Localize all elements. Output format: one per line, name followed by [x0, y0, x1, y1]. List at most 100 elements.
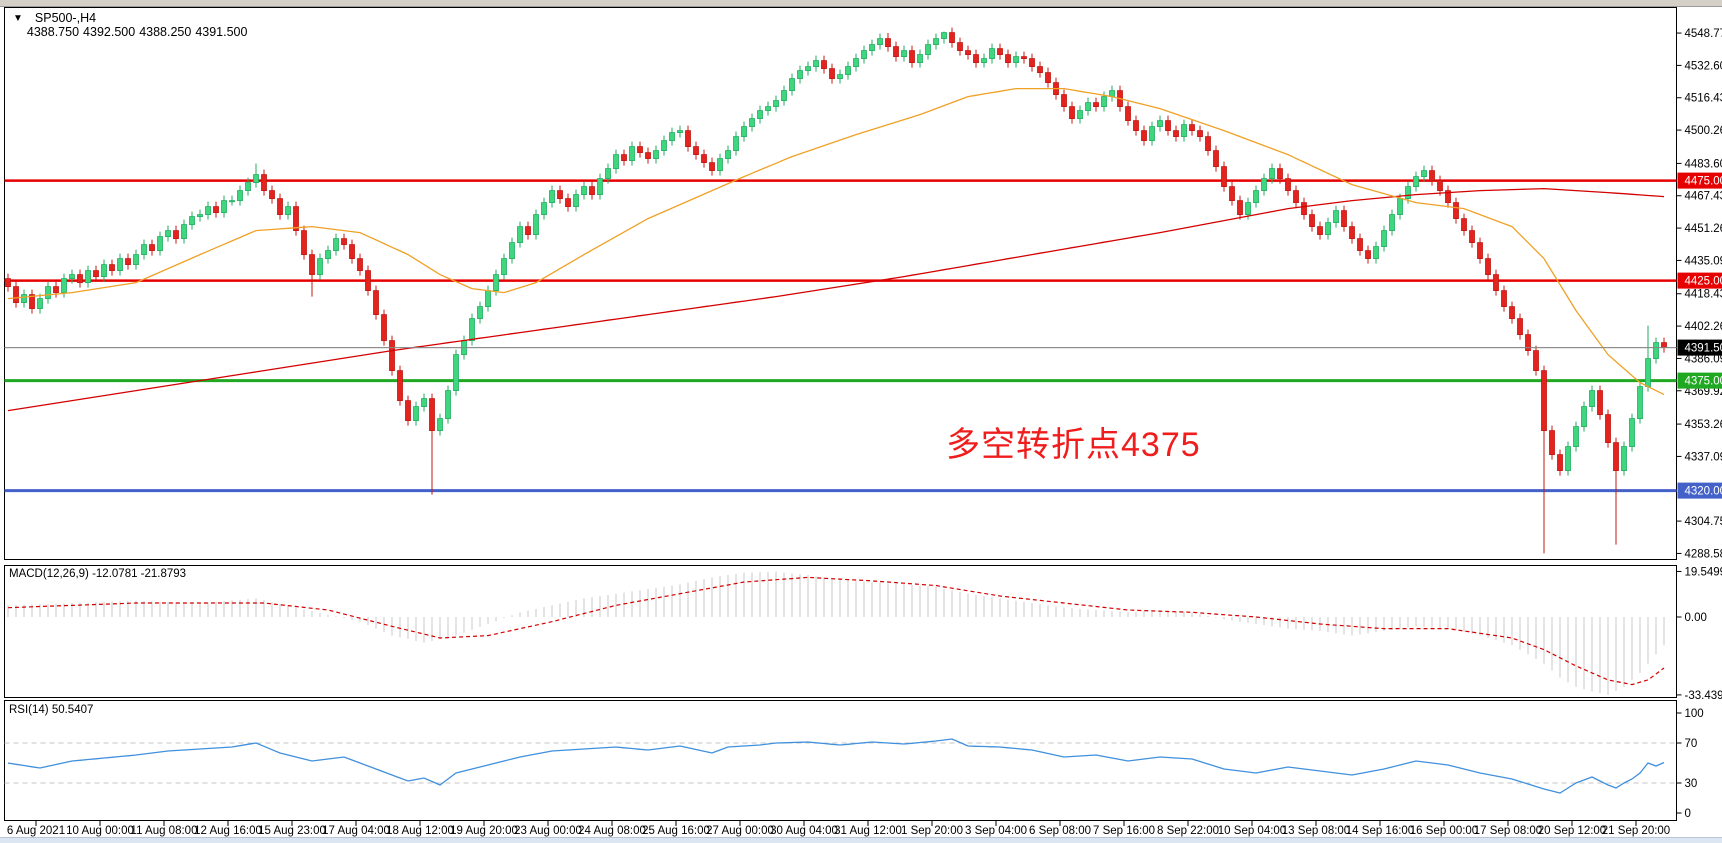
high-value: 4392.500 — [83, 25, 136, 39]
candle-body — [845, 66, 851, 75]
candle-body — [1253, 190, 1259, 204]
annotation-text[interactable]: 多空转折点4375 — [946, 426, 1201, 464]
candle-body — [1453, 202, 1459, 220]
candle-body — [253, 174, 259, 184]
macd-tick-label: 19.5499 — [1685, 566, 1722, 578]
candle-body — [389, 340, 395, 372]
candle-body — [765, 106, 771, 111]
time-tick-label: 8 Sep 22:00 — [1157, 825, 1219, 837]
candle-body — [421, 398, 427, 408]
candle-body — [661, 140, 667, 152]
candle-body — [861, 50, 867, 59]
candle-body — [1493, 274, 1499, 292]
candle-body — [997, 48, 1003, 55]
time-tick-label: 23 Aug 00:00 — [514, 825, 582, 837]
candle-body — [1349, 226, 1355, 240]
rsi-tick-label: 0 — [1685, 808, 1691, 820]
candle-body — [181, 224, 187, 240]
time-tick-label: 31 Aug 12:00 — [834, 825, 902, 837]
symbol-dropdown-icon[interactable]: ▼ — [13, 13, 23, 24]
candle-body — [1157, 120, 1163, 127]
candle-body — [781, 90, 787, 101]
candle-body — [21, 294, 27, 304]
candle-body — [509, 242, 515, 260]
time-tick-label: 21 Sep 20:00 — [1602, 825, 1670, 837]
candle-body — [573, 194, 579, 208]
price-tick-label: 4467.430 — [1685, 191, 1722, 203]
candle-body — [349, 244, 355, 260]
candle-body — [533, 214, 539, 236]
candle-body — [325, 250, 331, 260]
candle-body — [821, 60, 827, 69]
macd-pane[interactable] — [4, 565, 1677, 698]
price-tick-label: 4337.090 — [1685, 451, 1722, 463]
candle-body — [1557, 454, 1563, 472]
low-value: 4388.250 — [139, 25, 192, 39]
candle-body — [885, 38, 891, 47]
price-badge-label: 4475.000 — [1685, 176, 1722, 188]
price-tick-label: 4500.260 — [1685, 125, 1722, 137]
candle-body — [925, 44, 931, 55]
candle-body — [677, 130, 683, 134]
candle-body — [557, 190, 563, 200]
time-tick-label: 7 Sep 16:00 — [1093, 825, 1155, 837]
candle-body — [757, 110, 763, 119]
candle-body — [413, 406, 419, 422]
price-axis[interactable]: 4548.770 4532.600 4516.430 4500.260 4483.600… — [1676, 28, 1722, 820]
candle-body — [965, 50, 971, 55]
candle-body — [5, 278, 11, 288]
open-value: 4388.750 — [26, 25, 80, 39]
candle-body — [1613, 442, 1619, 472]
candle-body — [437, 418, 443, 432]
candle-body — [701, 154, 707, 164]
candle-body — [1237, 200, 1243, 216]
candle-body — [853, 58, 859, 67]
candle-body — [309, 254, 315, 276]
candle-body — [1069, 106, 1075, 119]
price-badge — [1677, 372, 1722, 389]
candle-body — [101, 264, 107, 278]
candle-body — [1541, 370, 1547, 432]
pane-border — [4, 7, 1677, 560]
price-pane[interactable] — [4, 7, 1677, 560]
pane-border — [4, 565, 1677, 698]
candle-body — [1077, 110, 1083, 119]
macd-signal-line — [7, 576, 1665, 686]
candle-body — [549, 190, 555, 204]
candle-body — [685, 130, 691, 148]
window-top-strip — [0, 0, 1722, 7]
candle-body — [229, 200, 235, 203]
candle-body — [61, 278, 67, 294]
candle-body — [1205, 136, 1211, 152]
price-tick-label: 4532.600 — [1685, 60, 1722, 72]
candle-body — [1213, 150, 1219, 168]
candle-body — [541, 202, 547, 216]
candle-body — [1525, 334, 1531, 352]
candle-body — [637, 146, 643, 154]
candle-body — [957, 42, 963, 51]
candle-body — [1269, 168, 1275, 180]
candle-body — [1485, 258, 1491, 276]
time-tick-label: 1 Sep 20:00 — [901, 825, 963, 837]
candle-body — [405, 400, 411, 422]
candle-body — [373, 290, 379, 316]
price-tick-label: 4418.430 — [1685, 289, 1722, 301]
rsi-pane[interactable] — [4, 700, 1677, 821]
candle-body — [1389, 214, 1395, 232]
candle-body — [93, 270, 99, 278]
candle-body — [981, 58, 987, 63]
candle-body — [285, 206, 291, 216]
candle-body — [1173, 130, 1179, 138]
candle-body — [261, 174, 267, 192]
window-bottom-strip — [0, 837, 1722, 843]
candle-body — [749, 118, 755, 127]
candle-body — [869, 44, 875, 51]
candle-body — [1653, 342, 1659, 360]
time-tick-label: 17 Sep 08:00 — [1474, 825, 1542, 837]
candle-body — [269, 190, 275, 200]
candle-body — [725, 150, 731, 160]
macd-tick-label: -33.4394 — [1685, 690, 1722, 702]
